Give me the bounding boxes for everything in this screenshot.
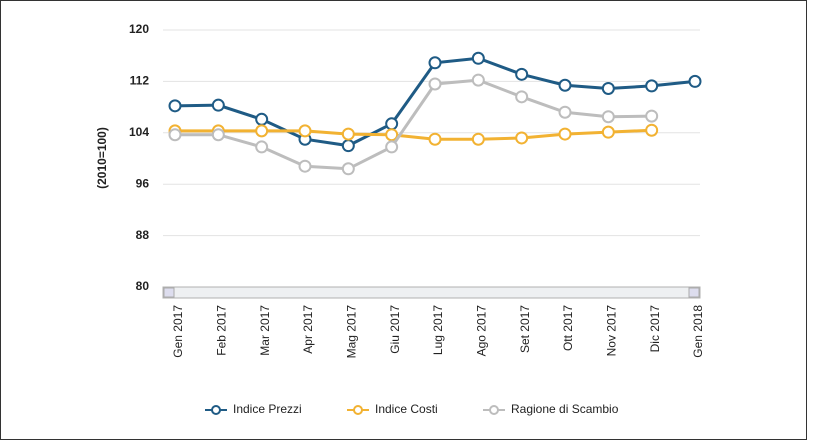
point: [515, 90, 529, 104]
y-tick-label: 104: [129, 125, 149, 139]
x-tick-label: Gen 2017: [171, 305, 185, 358]
legend-label: Ragione di Scambio: [511, 402, 619, 416]
point: [471, 73, 485, 87]
x-tick-label: Gen 2018: [691, 305, 705, 358]
x-tick-label: Ago 2017: [475, 305, 489, 357]
point: [601, 125, 615, 139]
legend-marker: [211, 405, 221, 415]
point: [255, 140, 269, 154]
point: [385, 140, 399, 154]
point: [428, 56, 442, 70]
series-line: [175, 78, 652, 171]
point: [168, 99, 182, 113]
x-tick-label: Set 2017: [518, 305, 532, 353]
scroll-right: [688, 287, 700, 298]
point: [385, 128, 399, 142]
y-tick-label: 96: [136, 176, 150, 190]
legend-label: Indice Prezzi: [233, 402, 302, 416]
point: [428, 77, 442, 91]
point: [471, 132, 485, 146]
y-tick-label: 112: [130, 74, 150, 88]
point: [601, 81, 615, 95]
x-tick-label: Mag 2017: [345, 305, 359, 359]
point: [558, 127, 572, 141]
point: [298, 159, 312, 173]
x-tick-label: Nov 2017: [605, 305, 619, 357]
point: [255, 112, 269, 126]
point: [211, 128, 225, 142]
legend-label: Indice Costi: [375, 402, 438, 416]
point: [601, 110, 615, 124]
point: [298, 124, 312, 138]
x-tick-label: Mar 2017: [258, 305, 272, 356]
point: [341, 127, 355, 141]
point: [558, 105, 572, 119]
x-tick-label: Lug 2017: [431, 305, 445, 355]
scrollbar: [162, 286, 701, 299]
legend-marker: [353, 405, 363, 415]
point: [515, 131, 529, 145]
point: [645, 123, 659, 137]
point: [515, 67, 529, 81]
y-tick-label: 120: [129, 22, 149, 36]
y-axis-label: (2010=100): [95, 127, 109, 189]
point: [471, 51, 485, 65]
point: [645, 79, 659, 93]
x-tick-label: Giu 2017: [388, 305, 402, 354]
y-tick-label: 80: [136, 279, 150, 293]
legend-marker: [489, 405, 499, 415]
point: [645, 109, 659, 123]
point: [558, 78, 572, 92]
point: [255, 124, 269, 138]
x-tick-label: Feb 2017: [215, 305, 229, 356]
point: [168, 128, 182, 142]
point: [428, 132, 442, 146]
y-tick-label: 88: [136, 228, 150, 242]
scroll-left: [163, 287, 175, 298]
x-tick-label: Ott 2017: [561, 305, 575, 351]
point: [688, 74, 702, 88]
point: [211, 98, 225, 112]
point: [341, 162, 355, 176]
point: [385, 117, 399, 131]
x-tick-label: Dic 2017: [648, 305, 662, 353]
x-tick-label: Apr 2017: [301, 305, 315, 354]
point: [341, 139, 355, 153]
series-line: [175, 128, 652, 141]
